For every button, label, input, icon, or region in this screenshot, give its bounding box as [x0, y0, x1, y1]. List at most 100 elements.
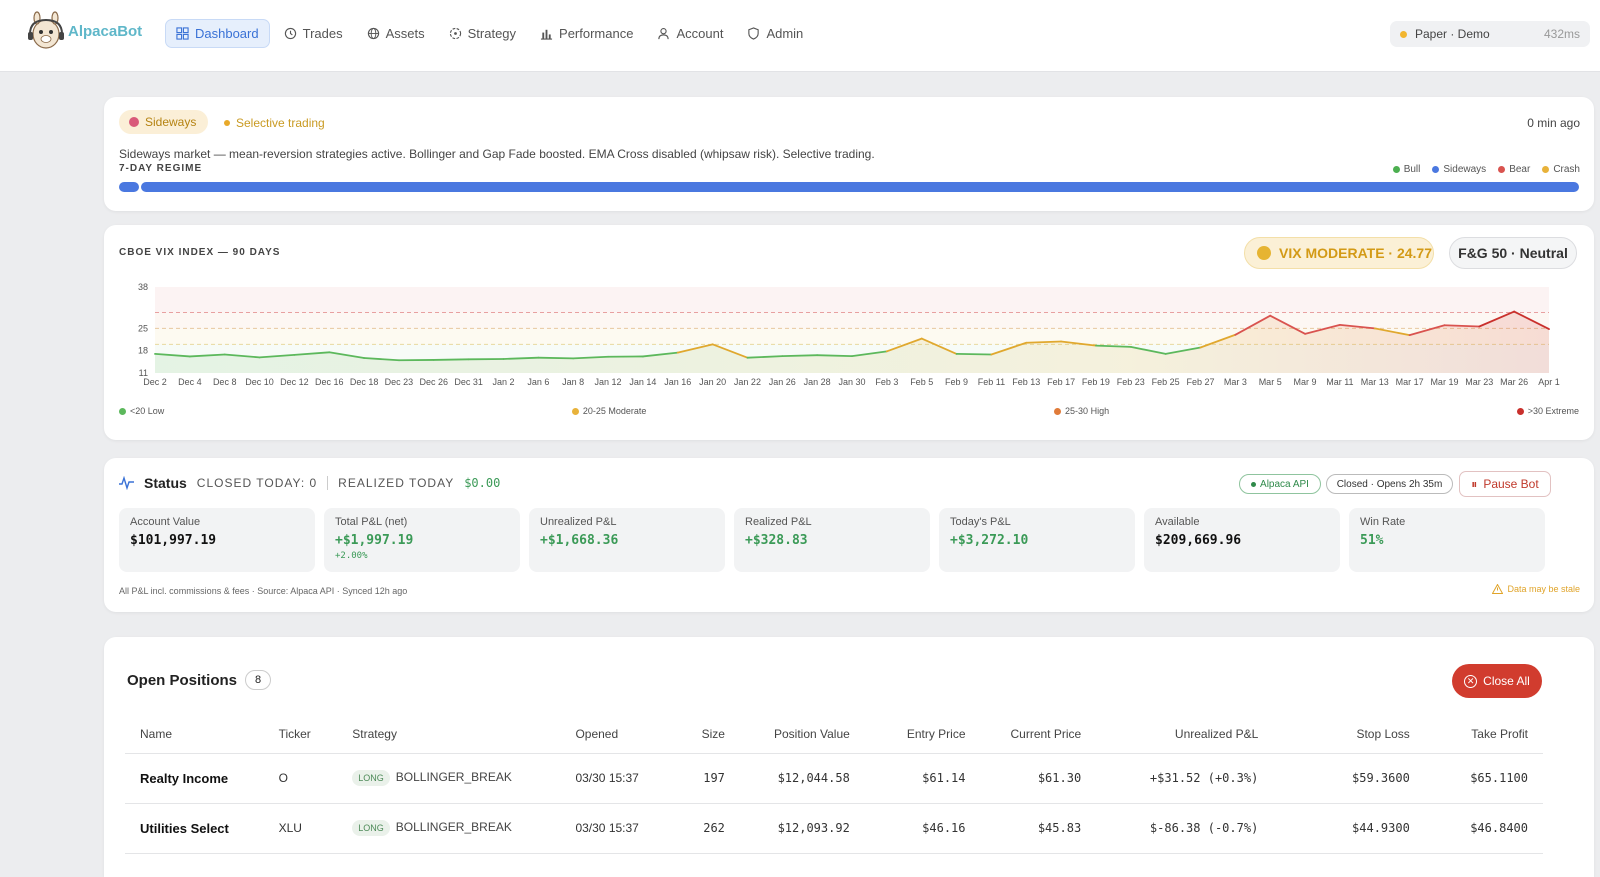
col-strategy[interactable]: Strategy	[352, 715, 575, 753]
vix-line-segment	[538, 358, 573, 359]
x-tick-label: Jan 14	[629, 377, 656, 387]
legend-crash: Crash	[1542, 164, 1580, 175]
x-tick-label: Dec 16	[315, 377, 344, 387]
divider	[327, 476, 328, 490]
vix-level-label: VIX MODERATE · 24.77	[1279, 245, 1432, 261]
position-name: Utilities Select	[125, 803, 279, 853]
pause-icon: ⏸	[1471, 477, 1477, 492]
position-ticker: XLU	[279, 803, 353, 853]
x-tick-label: Dec 2	[143, 377, 167, 387]
x-tick-label: Jan 30	[838, 377, 865, 387]
y-tick-label: 18	[138, 346, 148, 356]
nav-account[interactable]: Account	[647, 19, 733, 48]
nav-dashboard-label: Dashboard	[195, 26, 259, 41]
col-unrealized-pnl[interactable]: Unrealized P&L	[1081, 715, 1258, 753]
x-tick-label: Feb 11	[978, 377, 1005, 387]
col-stop-loss[interactable]: Stop Loss	[1258, 715, 1410, 753]
col-take-profit[interactable]: Take Profit	[1410, 715, 1543, 753]
nav-dashboard[interactable]: Dashboard	[165, 19, 270, 48]
close-circle-icon: ✕	[1464, 675, 1477, 688]
nav-admin[interactable]: Admin	[737, 19, 813, 48]
nav-trades[interactable]: Trades	[274, 19, 353, 48]
x-tick-label: Jan 8	[562, 377, 584, 387]
x-tick-label: Dec 31	[454, 377, 483, 387]
realized-today-value: $0.00	[464, 476, 500, 490]
metric-label: Unrealized P&L	[540, 516, 714, 528]
position-unrealized-pnl: +$31.52 (+0.3%)	[1081, 753, 1258, 803]
grid-icon	[176, 27, 189, 40]
x-tick-label: Dec 4	[178, 377, 202, 387]
nav-assets[interactable]: Assets	[357, 19, 435, 48]
x-tick-label: Jan 6	[527, 377, 549, 387]
brand-logo[interactable]: AlpacaBot	[26, 10, 142, 52]
regime-legend: Bull Sideways Bear Crash	[1393, 164, 1580, 175]
table-header-row: Name Ticker Strategy Opened Size Positio…	[125, 715, 1543, 753]
close-all-button[interactable]: ✕ Close All	[1452, 664, 1542, 698]
metric-label: Account Value	[130, 516, 304, 528]
regime-icon	[129, 117, 139, 127]
nav-strategy[interactable]: Strategy	[439, 19, 526, 48]
position-value: $12,044.58	[725, 753, 850, 803]
x-tick-label: Feb 23	[1117, 377, 1145, 387]
col-entry-price[interactable]: Entry Price	[850, 715, 966, 753]
regime-timeline-bar[interactable]	[119, 182, 1579, 192]
x-tick-label: Jan 22	[734, 377, 761, 387]
col-opened[interactable]: Opened	[575, 715, 688, 753]
status-footer-note: All P&L incl. commissions & fees · Sourc…	[119, 586, 407, 596]
warning-icon	[1492, 584, 1503, 594]
position-name: Realty Income	[125, 753, 279, 803]
metric-value: +$1,997.19	[335, 533, 509, 548]
x-tick-label: Apr 1	[1538, 377, 1560, 387]
col-current-price[interactable]: Current Price	[966, 715, 1082, 753]
vix-line-segment	[957, 354, 992, 355]
nav-performance-label: Performance	[559, 26, 633, 41]
api-status-badge: Alpaca API	[1239, 474, 1321, 494]
positions-table: Name Ticker Strategy Opened Size Positio…	[125, 715, 1543, 854]
metric-account-value: Account Value $101,997.19	[119, 508, 315, 572]
regime-segment[interactable]	[141, 182, 1579, 192]
x-tick-label: Jan 12	[595, 377, 622, 387]
x-tick-label: Jan 2	[492, 377, 514, 387]
positions-header: Open Positions 8	[127, 670, 271, 690]
position-ticker: O	[279, 753, 353, 803]
col-name[interactable]: Name	[125, 715, 279, 753]
regime-updated-time: 0 min ago	[1527, 116, 1580, 130]
x-tick-label: Feb 9	[945, 377, 968, 387]
top-nav-bar: AlpacaBot Dashboard Trades Assets Strate…	[0, 0, 1600, 72]
col-size[interactable]: Size	[688, 715, 725, 753]
market-status-badge: Closed · Opens 2h 35m	[1326, 474, 1453, 494]
regime-segment[interactable]	[119, 182, 139, 192]
x-tick-label: Feb 27	[1186, 377, 1214, 387]
metric-label: Today's P&L	[950, 516, 1124, 528]
col-ticker[interactable]: Ticker	[279, 715, 353, 753]
selective-dot	[224, 120, 230, 126]
vix-legend-high: 25-30 High	[1054, 406, 1109, 416]
metrics-row: Account Value $101,997.19 Total P&L (net…	[119, 508, 1545, 572]
vix-level-icon	[1257, 246, 1271, 260]
col-position-value[interactable]: Position Value	[725, 715, 850, 753]
pause-bot-button[interactable]: ⏸ Pause Bot	[1459, 471, 1551, 497]
x-tick-label: Mar 3	[1224, 377, 1247, 387]
trading-mode-indicator[interactable]: Paper · Demo 432ms	[1390, 21, 1590, 47]
vix-legend-moderate: 20-25 Moderate	[572, 406, 647, 416]
vix-chart-title: CBOE VIX INDEX — 90 DAYS	[119, 247, 280, 258]
metric-subvalue: +2.00%	[335, 551, 509, 561]
shield-icon	[747, 27, 760, 40]
fear-greed-badge: F&G 50 · Neutral	[1449, 237, 1577, 269]
x-tick-label: Dec 8	[213, 377, 237, 387]
nav-performance[interactable]: Performance	[530, 19, 643, 48]
vix-chart-card: CBOE VIX INDEX — 90 DAYS VIX MODERATE · …	[104, 225, 1594, 440]
activity-icon	[119, 476, 134, 490]
pause-bot-label: Pause Bot	[1483, 477, 1538, 491]
vix-line-segment	[1026, 341, 1061, 342]
close-all-label: Close All	[1483, 674, 1530, 688]
metric-todays-pnl: Today's P&L +$3,272.10	[939, 508, 1135, 572]
vix-line-segment	[504, 358, 539, 359]
position-opened: 03/30 15:37	[575, 803, 688, 853]
x-tick-label: Jan 20	[699, 377, 726, 387]
legend-sideways: Sideways	[1432, 164, 1486, 175]
